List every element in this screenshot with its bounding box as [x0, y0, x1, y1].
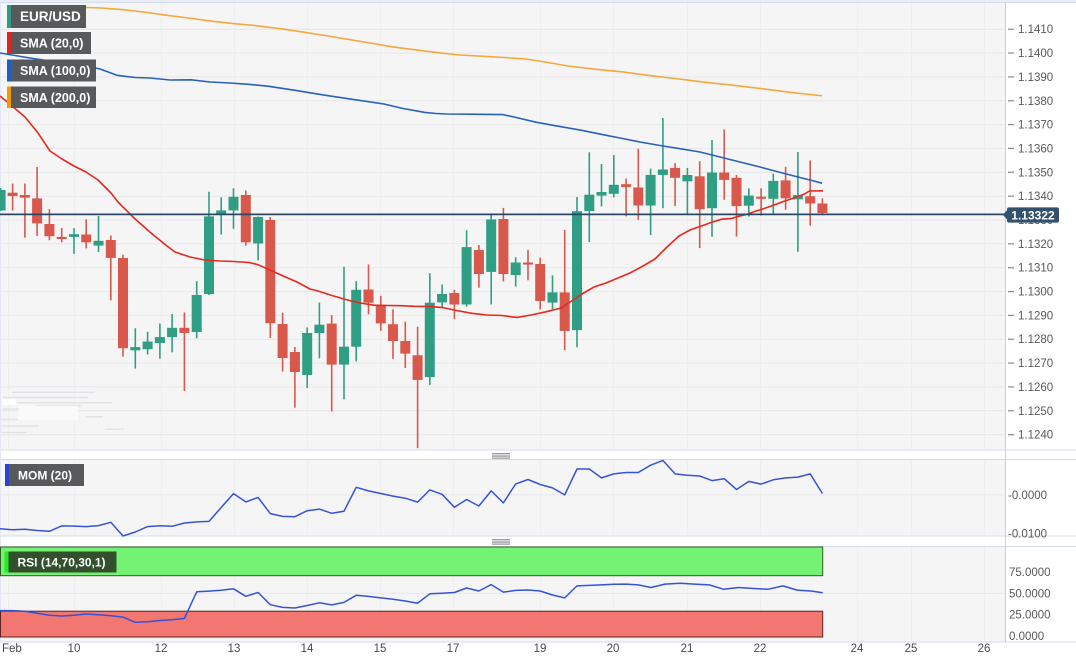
svg-text:21: 21 [681, 643, 694, 655]
svg-text:1.1370: 1.1370 [1018, 120, 1053, 132]
svg-text:25.0000: 25.0000 [1009, 610, 1051, 622]
svg-text:1.1410: 1.1410 [1018, 24, 1053, 36]
svg-text:-0.0000: -0.0000 [1008, 490, 1047, 502]
svg-text:1.1390: 1.1390 [1018, 72, 1053, 84]
svg-text:19: 19 [534, 643, 547, 655]
svg-text:SMA (20,0): SMA (20,0) [20, 37, 83, 51]
svg-text:1.1340: 1.1340 [1018, 191, 1053, 203]
svg-text:75.0000: 75.0000 [1009, 567, 1051, 579]
svg-text:1.1400: 1.1400 [1018, 48, 1053, 60]
svg-text:12: 12 [155, 643, 168, 655]
svg-text:22: 22 [754, 643, 767, 655]
svg-text:1.1280: 1.1280 [1018, 334, 1053, 346]
svg-text:50.0000: 50.0000 [1009, 588, 1051, 600]
svg-text:25: 25 [905, 643, 918, 655]
svg-text:17: 17 [447, 643, 460, 655]
svg-text:1.1300: 1.1300 [1018, 287, 1053, 299]
svg-text:26: 26 [978, 643, 991, 655]
svg-text:MOM (20): MOM (20) [18, 469, 72, 483]
svg-text:13: 13 [228, 643, 241, 655]
svg-text:1.1290: 1.1290 [1018, 310, 1053, 322]
svg-text:24: 24 [851, 643, 864, 655]
svg-text:Feb: Feb [2, 643, 22, 655]
svg-text:1.1350: 1.1350 [1018, 167, 1053, 179]
svg-text:1.1250: 1.1250 [1018, 406, 1053, 418]
svg-text:EUR/USD: EUR/USD [20, 9, 81, 24]
svg-text:10: 10 [68, 643, 81, 655]
svg-text:15: 15 [374, 643, 387, 655]
svg-text:1.1260: 1.1260 [1018, 382, 1053, 394]
svg-text:1.1360: 1.1360 [1018, 143, 1053, 155]
svg-text:SMA (100,0): SMA (100,0) [20, 64, 90, 78]
svg-text:1.13322: 1.13322 [1011, 208, 1055, 222]
svg-text:20: 20 [607, 643, 620, 655]
svg-text:0.0000: 0.0000 [1009, 631, 1044, 643]
svg-text:RSI (14,70,30,1): RSI (14,70,30,1) [18, 556, 106, 570]
svg-text:1.1310: 1.1310 [1018, 263, 1053, 275]
svg-text:14: 14 [301, 643, 314, 655]
svg-text:SMA (200,0): SMA (200,0) [20, 91, 90, 105]
svg-text:1.1240: 1.1240 [1018, 430, 1053, 442]
svg-text:1.1320: 1.1320 [1018, 239, 1053, 251]
svg-text:-0.0100: -0.0100 [1008, 529, 1047, 541]
svg-text:1.1380: 1.1380 [1018, 96, 1053, 108]
svg-text:1.1270: 1.1270 [1018, 358, 1053, 370]
